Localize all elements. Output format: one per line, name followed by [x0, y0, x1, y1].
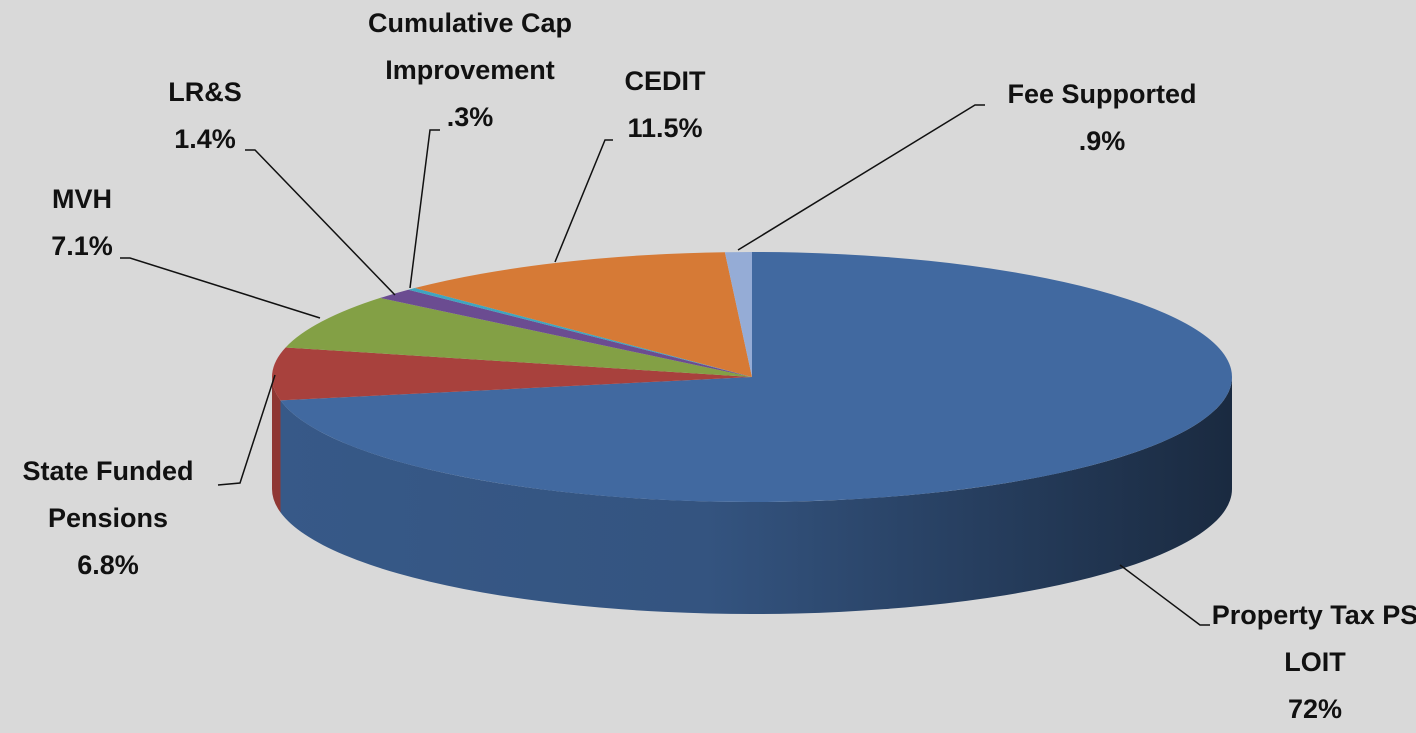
value-label: .9% [972, 118, 1232, 165]
value-label: 7.1% [22, 223, 142, 270]
leader-line [120, 258, 320, 318]
category-label: LR&S [145, 69, 265, 116]
category-label: Cumulative Cap Improvement [340, 0, 600, 94]
value-label: 11.5% [595, 105, 735, 152]
category-label: CEDIT [595, 58, 735, 105]
leader-line [245, 150, 395, 295]
leader-line [1120, 565, 1210, 625]
value-label: 72% [1208, 686, 1416, 733]
category-label: Fee Supported [972, 71, 1232, 118]
value-label: 6.8% [1, 542, 216, 589]
leader-line [555, 140, 613, 262]
category-label: MVH [22, 176, 142, 223]
leader-line [738, 105, 985, 250]
pie-tops [272, 252, 1232, 502]
value-label: 1.4% [145, 116, 265, 163]
data-label: Fee Supported.9% [972, 71, 1232, 165]
leader-line [218, 375, 275, 485]
category-label: State Funded Pensions [1, 448, 216, 542]
value-label: .3% [340, 94, 600, 141]
data-label: Cumulative Cap Improvement.3% [340, 0, 600, 141]
category-label: Property Tax PS LOIT [1208, 592, 1416, 686]
leader-line [410, 130, 440, 288]
